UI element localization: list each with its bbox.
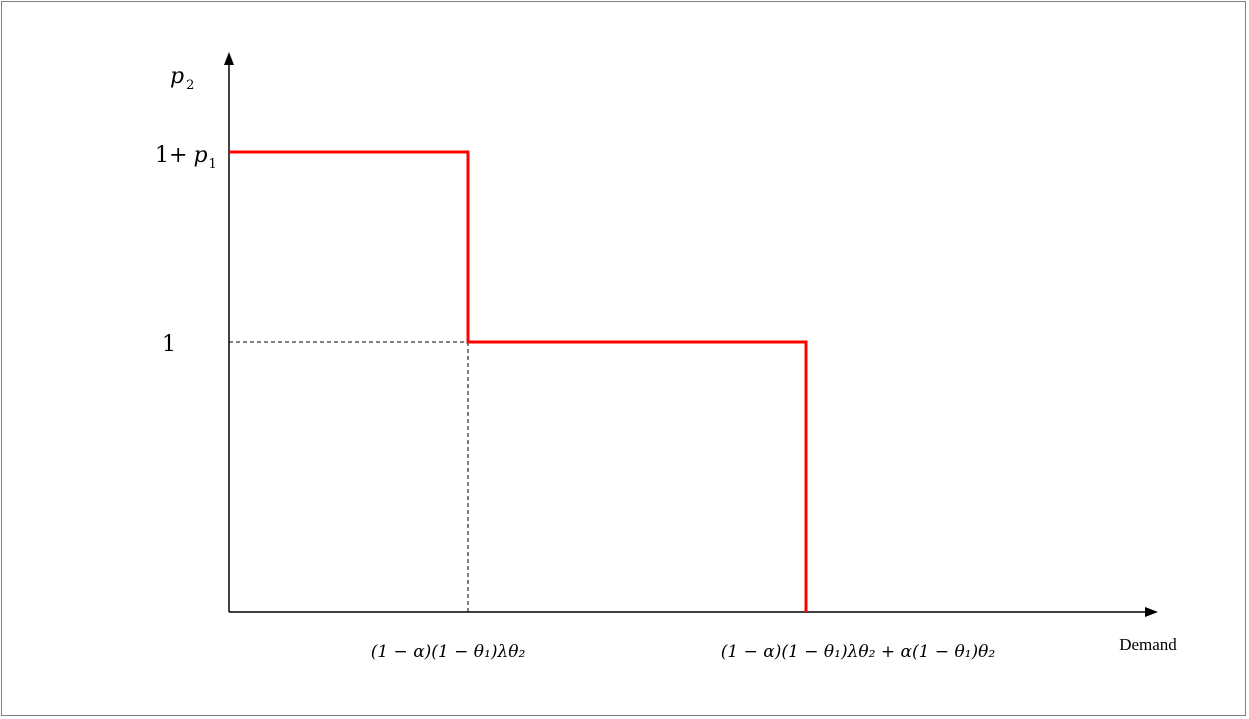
x-axis-arrowhead	[1145, 607, 1158, 617]
demand-step-curve	[229, 150, 808, 612]
y-tick-low-label: 1	[162, 332, 176, 357]
y-axis-arrowhead	[224, 52, 234, 65]
x-axis-label: Demand	[1119, 635, 1177, 654]
y-tick-high-label: 1+ p1	[155, 143, 217, 172]
x-tick-label-2: (1 − α)(1 − θ₁)λθ₂ + α(1 − θ₁)θ₂	[721, 642, 996, 662]
x-tick-label-1: (1 − α)(1 − θ₁)λθ₂	[371, 642, 526, 662]
